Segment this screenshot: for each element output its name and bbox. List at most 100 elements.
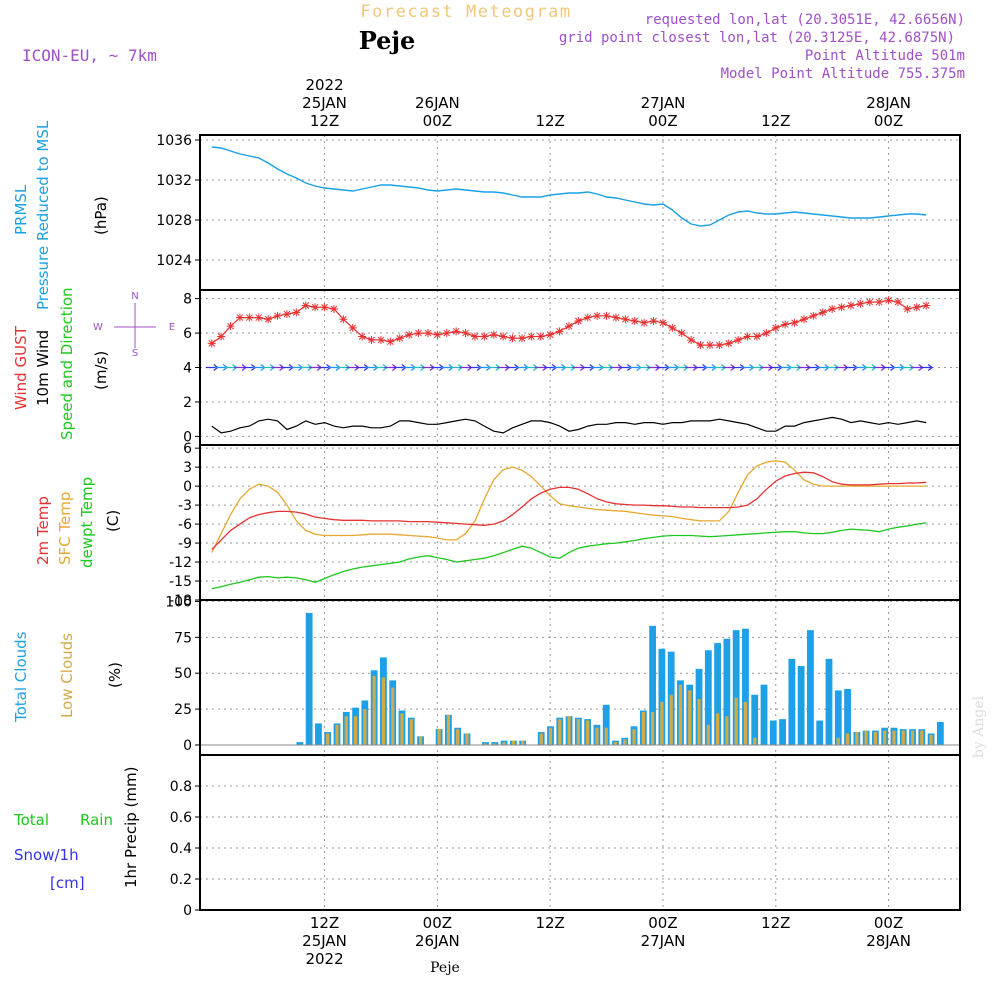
total-clouds-bar bbox=[732, 630, 740, 745]
total-clouds-bar bbox=[760, 684, 768, 745]
gust-marker bbox=[395, 334, 404, 343]
bottom-axis-label: 25JAN bbox=[302, 932, 347, 950]
low-clouds-bar bbox=[623, 739, 627, 745]
low-clouds-bar bbox=[465, 733, 469, 745]
wind-ytick-label: 0 bbox=[183, 429, 192, 445]
low-clouds-bar bbox=[641, 711, 645, 745]
gust-marker bbox=[329, 304, 338, 313]
low-clouds-bar bbox=[910, 730, 915, 745]
low-clouds-bar bbox=[372, 676, 376, 745]
wind-dir-label: Speed and Direction bbox=[58, 287, 76, 440]
gust-marker bbox=[235, 313, 244, 322]
bottom-axis-label: 28JAN bbox=[866, 932, 911, 950]
bottom-axis-label: 12Z bbox=[310, 914, 339, 932]
gust-marker bbox=[611, 313, 620, 322]
gust-marker bbox=[414, 329, 423, 338]
wind-ytick-label: 8 bbox=[183, 292, 192, 308]
low-clouds-bar bbox=[845, 733, 850, 745]
bottom-axis-label: 12Z bbox=[535, 914, 564, 932]
wind-ytick-label: 6 bbox=[183, 326, 192, 342]
pressure-ytick-label: 1036 bbox=[156, 133, 192, 149]
low-clouds-bar bbox=[446, 714, 450, 745]
total-clouds-bar bbox=[751, 694, 759, 745]
bottom-axis-label: 00Z bbox=[648, 914, 677, 932]
low-clouds-bar bbox=[697, 699, 701, 745]
top-axis-label: 12Z bbox=[310, 112, 339, 130]
temp-frame bbox=[199, 444, 961, 601]
total-clouds-bar bbox=[602, 704, 610, 745]
low-clouds-bar bbox=[660, 701, 664, 745]
gust-marker bbox=[489, 330, 498, 339]
gust-marker bbox=[903, 304, 912, 313]
grid-point-coords: grid point closest lon,lat (20.3125E, 42… bbox=[559, 30, 955, 46]
gust-marker bbox=[245, 313, 254, 322]
low-clouds-bar bbox=[353, 716, 358, 745]
low-clouds-bar bbox=[753, 737, 757, 745]
gust-marker bbox=[264, 315, 273, 324]
temp-ytick-label: -15 bbox=[169, 574, 192, 590]
gust-marker bbox=[893, 298, 902, 307]
low-clouds-bar bbox=[855, 732, 859, 745]
low-clouds-bar bbox=[483, 743, 488, 745]
low-clouds-bar bbox=[539, 733, 543, 745]
gust-marker bbox=[705, 341, 714, 350]
pressure-ylabel: (hPa) bbox=[92, 196, 110, 235]
gust-marker bbox=[884, 296, 893, 305]
sfc-temp-line bbox=[211, 460, 927, 553]
low-clouds-bar bbox=[669, 694, 673, 745]
total-clouds-bar bbox=[723, 638, 731, 745]
low-clouds-bar bbox=[400, 713, 404, 745]
gust-marker bbox=[480, 332, 489, 341]
gust-marker bbox=[386, 337, 395, 346]
gust-marker bbox=[574, 317, 583, 325]
gust-marker bbox=[828, 304, 837, 313]
clouds-ytick-label: 0 bbox=[183, 738, 192, 754]
temp-ytick-label: -9 bbox=[178, 536, 192, 552]
total-clouds-bar bbox=[658, 648, 666, 745]
gust-marker bbox=[734, 335, 743, 344]
total-clouds-bar bbox=[816, 720, 824, 745]
gust-marker bbox=[912, 303, 921, 312]
gust-marker bbox=[799, 315, 808, 324]
gust-marker bbox=[771, 323, 780, 332]
gust-marker bbox=[649, 317, 658, 325]
temp-dewpt-label: dewpt Temp bbox=[78, 477, 96, 568]
gust-marker bbox=[217, 332, 226, 341]
low-clouds-bar bbox=[873, 732, 877, 745]
low-clouds-bar bbox=[892, 730, 896, 745]
low-clouds-bar bbox=[548, 727, 553, 745]
low-clouds-bar bbox=[734, 697, 738, 745]
temp-ytick-label: 0 bbox=[183, 479, 192, 495]
wind-panel: Wind GUST 10m Wind Speed and Direction (… bbox=[12, 287, 961, 446]
bottom-axis-label: 27JAN bbox=[641, 932, 686, 950]
compass-west: W bbox=[93, 322, 103, 333]
gust-marker bbox=[442, 329, 451, 338]
top-axis-label: 28JAN bbox=[866, 94, 911, 112]
low-clouds-bar bbox=[743, 701, 748, 745]
gust-marker bbox=[452, 327, 461, 336]
gust-marker bbox=[677, 329, 686, 338]
low-clouds-bar bbox=[604, 727, 608, 745]
pressure-frame bbox=[199, 134, 961, 291]
top-axis-label: 12Z bbox=[535, 112, 564, 130]
low-clouds-bar bbox=[836, 737, 840, 745]
gust-marker bbox=[339, 315, 348, 324]
low-clouds-bar bbox=[381, 677, 386, 745]
gust-marker bbox=[405, 330, 414, 339]
low-clouds-bar bbox=[586, 720, 590, 745]
clouds-ytick-label: 100 bbox=[165, 594, 192, 610]
gust-marker bbox=[423, 329, 432, 338]
gust-marker bbox=[282, 310, 291, 319]
precip-frame bbox=[199, 754, 961, 911]
low-clouds-bar bbox=[493, 743, 497, 745]
total-clouds-bar bbox=[315, 723, 322, 745]
gust-marker bbox=[630, 317, 639, 325]
clouds-ytick-label: 50 bbox=[174, 666, 192, 682]
pressure-ytick-label: 1024 bbox=[156, 253, 192, 269]
temp-ytick-label: -18 bbox=[169, 593, 192, 609]
gust-marker bbox=[687, 335, 696, 344]
gust-marker bbox=[470, 332, 479, 341]
gust-marker bbox=[621, 315, 630, 324]
